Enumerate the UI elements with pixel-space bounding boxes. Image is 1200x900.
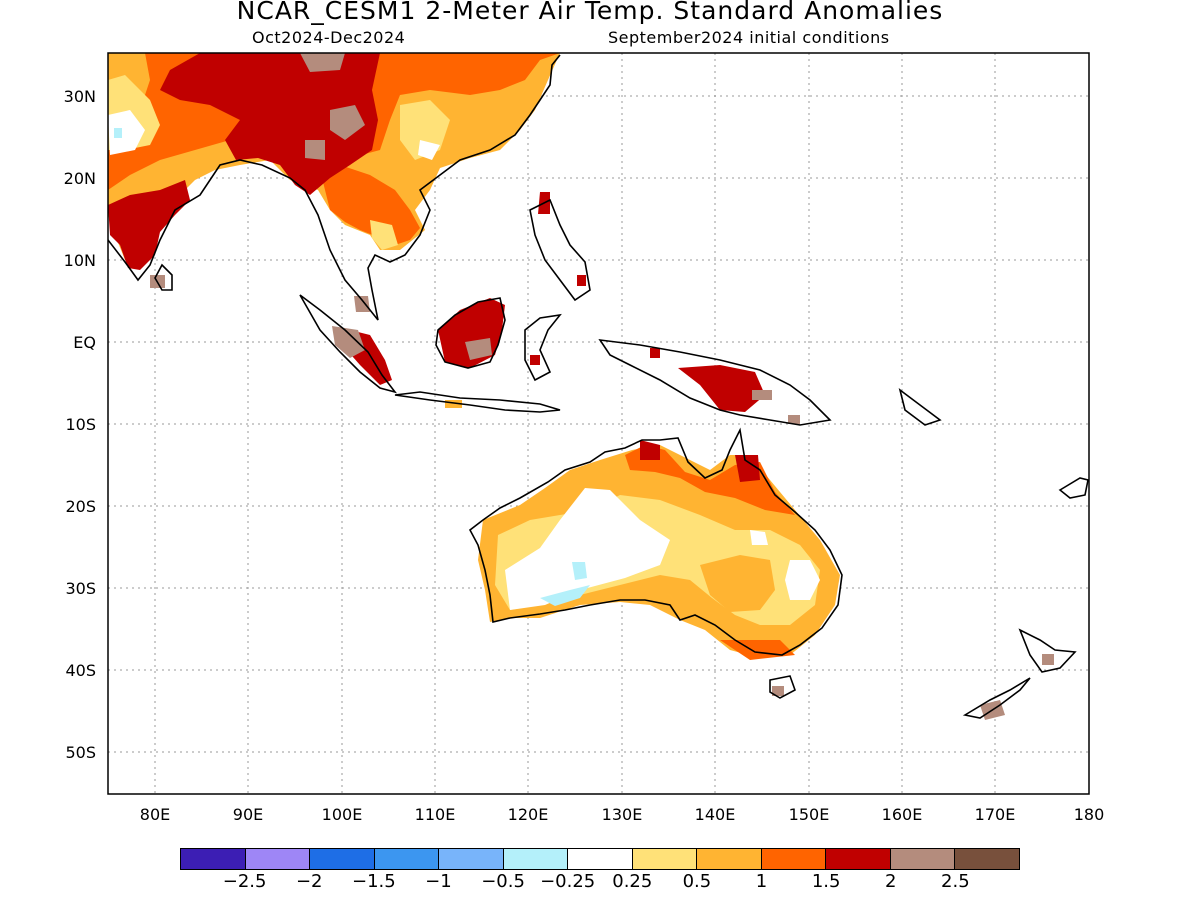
australia-anomaly-4 [735, 455, 760, 482]
colorbar-swatch [181, 849, 246, 869]
initial-conditions: September2024 initial conditions [608, 28, 890, 47]
new-guinea-anomaly-3 [788, 415, 800, 424]
colorbar-label: −0.5 [481, 871, 525, 892]
colorbar-swatch [568, 849, 633, 869]
colorbar-label: −1.5 [351, 871, 396, 892]
colorbar-label: 0.25 [612, 871, 653, 892]
colorbar-label: −1 [425, 871, 452, 892]
plot-frame [107, 52, 1090, 795]
asia-anomaly-13 [370, 220, 398, 250]
colorbar-label: 1.5 [811, 871, 841, 892]
colorbar-swatch [697, 849, 762, 869]
lat-label: 30N [64, 87, 96, 106]
tasmania-anomaly [772, 686, 784, 696]
colorbar-label: 2.5 [941, 871, 970, 892]
new-guinea-anomaly [678, 365, 765, 412]
asia-anomaly-7 [305, 140, 325, 160]
lat-label: 50S [65, 743, 96, 762]
lon-label: 90E [233, 805, 263, 824]
lat-label: EQ [73, 333, 96, 352]
sumatra-anomaly-core [332, 326, 365, 358]
anomaly-shading [108, 53, 1054, 720]
australia-anomaly-10 [700, 555, 775, 612]
colorbar-label: 0.5 [682, 871, 712, 892]
colorbar-swatch [826, 849, 891, 869]
lon-label: 140E [695, 805, 736, 824]
lat-label: 20S [65, 497, 96, 516]
india-anomaly [108, 180, 190, 270]
lon-label: 130E [602, 805, 643, 824]
lon-label: 120E [508, 805, 549, 824]
sulawesi-anomaly [530, 355, 540, 365]
australia-anomaly-12 [572, 562, 587, 580]
longitude-labels: 80E 90E 100E 110E 120E 130E 140E 150E 16… [140, 805, 1105, 824]
malaya-anomaly [354, 296, 370, 312]
philippines-anomaly-2 [577, 275, 586, 286]
colorbar-swatch [503, 849, 569, 869]
lat-label: 10N [64, 251, 96, 270]
lon-label: 180 [1074, 805, 1105, 824]
new-guinea-anomaly-4 [650, 348, 660, 358]
latitude-labels: 30N 20N 10N EQ 10S 20S 30S 40S 50S [64, 87, 96, 762]
asia-anomaly-6 [330, 105, 365, 140]
australia-anomaly-8 [785, 560, 820, 600]
lon-label: 170E [975, 805, 1016, 824]
forecast-period: Oct2024-Dec2024 [252, 28, 406, 47]
australia-anomaly-9 [750, 530, 768, 545]
colorbar-swatch [439, 849, 504, 869]
australia-anomaly-2 [625, 445, 795, 515]
asia-anomaly-3 [320, 165, 420, 245]
colorbar-label: 2 [885, 871, 897, 892]
asia-anomaly-14 [418, 140, 440, 160]
lat-label: 20N [64, 169, 96, 188]
colorbar-label: −2.5 [222, 871, 267, 892]
asia-anomaly-12 [114, 128, 122, 138]
colorbar-swatch [632, 849, 698, 869]
lat-label: 30S [65, 579, 96, 598]
lat-label: 10S [65, 415, 96, 434]
lat-label: 40S [65, 661, 96, 680]
lon-label: 80E [140, 805, 170, 824]
colorbar-swatch [890, 849, 956, 869]
borneo-anomaly-core [465, 338, 492, 360]
new-guinea-anomaly-2 [752, 390, 772, 400]
lon-label: 160E [882, 805, 923, 824]
coastlines [108, 54, 1089, 719]
colorbar-swatch [245, 849, 311, 869]
australia-anomaly-3 [640, 440, 660, 460]
lon-label: 150E [789, 805, 830, 824]
asia-anomaly-5 [300, 53, 345, 72]
colorbar-swatch [955, 849, 1019, 869]
colorbar-swatch [761, 849, 827, 869]
colorbar-label: −0.25 [540, 871, 596, 892]
nz-anomaly-2 [1042, 654, 1054, 665]
asia-anomaly-11 [108, 110, 145, 155]
australia-anomaly-7 [505, 488, 670, 610]
colorbar-label: −2 [295, 871, 323, 892]
colorbar-swatch [374, 849, 440, 869]
colorbar-label: 1 [755, 871, 768, 892]
lon-label: 110E [415, 805, 456, 824]
colorbar [180, 848, 1020, 870]
colorbar-swatch [310, 849, 375, 869]
map-title: NCAR_CESM1 2-Meter Air Temp. Standard An… [236, 0, 944, 25]
australia-anomaly-11 [540, 585, 590, 606]
lon-label: 100E [322, 805, 363, 824]
